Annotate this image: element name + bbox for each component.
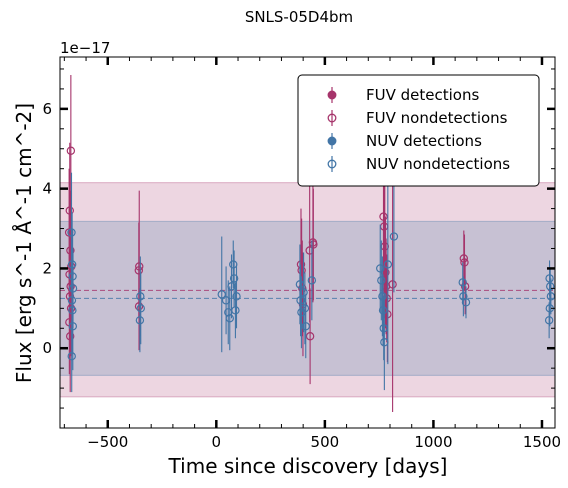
y-tick-label: 6 — [42, 100, 52, 118]
data-point — [388, 280, 397, 289]
chart-title: SNLS-05D4bm — [245, 8, 353, 26]
data-point — [460, 258, 469, 267]
x-tick-label: −500 — [87, 433, 128, 451]
data-point — [309, 240, 318, 249]
x-tick-label: 500 — [311, 433, 340, 451]
x-tick-label: 0 — [212, 433, 222, 451]
data-point — [461, 298, 471, 307]
data-point — [229, 274, 239, 283]
band-fuv-range — [59, 182, 556, 398]
data-point — [232, 292, 241, 301]
x-tick-label: 1500 — [523, 433, 561, 451]
legend: FUV detections FUV nondetections NUV detec… — [297, 74, 540, 187]
data-point — [301, 322, 310, 331]
y-tick-label: 4 — [42, 180, 52, 198]
y-axis-label: Flux [erg s^-1 Å^-1 cm^-2] — [12, 103, 36, 383]
legend-marker — [327, 90, 337, 100]
y-tick-label: 2 — [42, 259, 52, 277]
points-layer — [64, 74, 556, 413]
data-point — [546, 292, 556, 301]
data-point — [67, 351, 76, 361]
data-point — [134, 302, 144, 311]
data-point — [296, 296, 305, 305]
x-axis-label: Time since discovery [days] — [168, 454, 448, 478]
y-offset-text: 1e−17 — [60, 39, 110, 57]
data-point — [225, 314, 234, 323]
data-point — [66, 304, 76, 313]
legend-label: NUV nondetections — [366, 155, 510, 173]
data-point — [136, 304, 145, 313]
series-nuv-nondetections — [67, 164, 556, 393]
y-tick-label: 0 — [42, 339, 52, 357]
data-point — [67, 228, 76, 237]
legend-label: FUV detections — [366, 86, 479, 104]
data-point — [66, 146, 76, 155]
legend-marker — [327, 136, 337, 146]
data-point — [376, 264, 385, 273]
data-point — [458, 278, 467, 287]
data-point — [297, 266, 306, 275]
data-point — [383, 260, 393, 269]
data-point — [68, 322, 78, 331]
data-point — [459, 254, 469, 263]
legend-marker — [327, 113, 337, 123]
legend-box — [297, 74, 540, 187]
data-point — [545, 274, 554, 283]
data-point — [66, 332, 75, 341]
legend-label: NUV detections — [366, 132, 482, 150]
data-point — [544, 316, 554, 325]
data-point — [217, 290, 226, 299]
data-point — [300, 304, 310, 313]
data-point — [299, 288, 308, 297]
data-point — [307, 276, 317, 285]
plot-frame — [59, 56, 556, 429]
data-point — [379, 212, 388, 221]
data-point — [305, 332, 315, 341]
legend-label: FUV nondetections — [366, 109, 508, 127]
data-point — [135, 316, 145, 325]
legend-marker — [327, 159, 337, 169]
x-tick-label: 1000 — [414, 433, 452, 451]
data-point — [377, 276, 386, 285]
data-point — [546, 282, 555, 291]
band-layer — [59, 182, 556, 398]
axes-layer: −500 0 500 1000 1500 0 2 4 6 — [42, 56, 561, 451]
data-point — [231, 306, 240, 315]
data-point — [389, 232, 399, 241]
data-point — [378, 292, 387, 301]
data-point — [378, 306, 388, 315]
data-point — [65, 206, 74, 215]
